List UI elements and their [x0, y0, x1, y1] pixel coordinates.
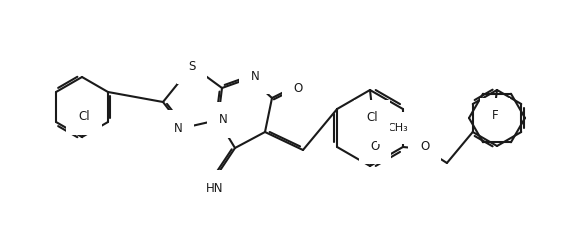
- Text: N: N: [251, 69, 259, 83]
- Text: N: N: [219, 113, 227, 127]
- Text: S: S: [188, 60, 195, 72]
- Text: O: O: [293, 83, 303, 95]
- Text: O: O: [420, 140, 429, 154]
- Text: N: N: [173, 122, 182, 134]
- Text: HN: HN: [206, 182, 224, 194]
- Text: CH₃: CH₃: [388, 123, 408, 133]
- Text: O: O: [371, 139, 380, 153]
- Text: Cl: Cl: [366, 112, 378, 124]
- Text: Cl: Cl: [78, 111, 90, 123]
- Text: F: F: [492, 110, 498, 122]
